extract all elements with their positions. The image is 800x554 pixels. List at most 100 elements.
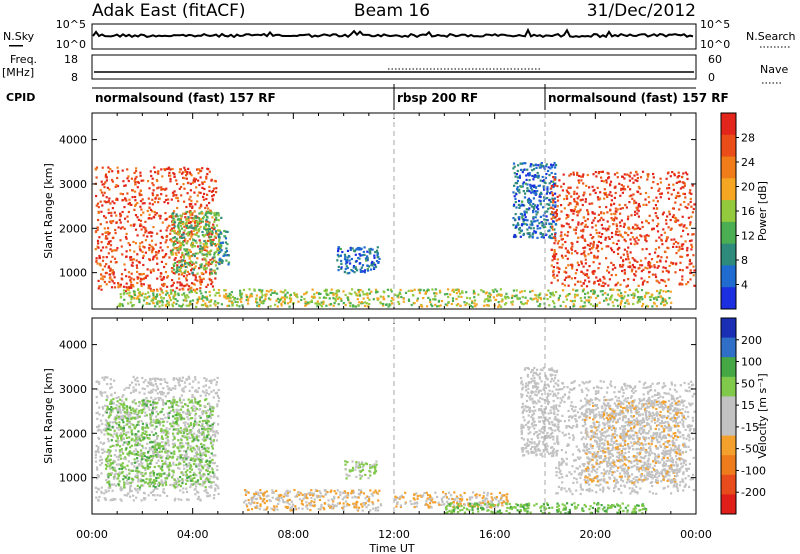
heatmap-cell: [546, 203, 549, 206]
heatmap-cell: [586, 210, 590, 213]
heatmap-cell: [685, 227, 688, 230]
heatmap-cell: [100, 394, 103, 397]
heatmap-cell: [573, 208, 576, 211]
heatmap-cell: [206, 220, 209, 223]
heatmap-cell: [654, 275, 658, 279]
heatmap-cell: [153, 200, 156, 204]
heatmap-cell: [113, 473, 116, 476]
heatmap-cell: [449, 293, 452, 296]
heatmap-cell: [604, 227, 607, 230]
heatmap-cell: [603, 197, 606, 200]
heatmap-cell: [177, 199, 180, 203]
heatmap-cell: [160, 429, 163, 432]
heatmap-cell: [194, 178, 197, 181]
heatmap-cell: [610, 204, 613, 207]
heatmap-cell: [102, 194, 105, 197]
heatmap-cell: [95, 176, 98, 179]
heatmap-cell: [658, 291, 661, 294]
heatmap-cell: [144, 228, 147, 231]
heatmap-cell: [141, 256, 145, 259]
heatmap-cell: [312, 296, 315, 299]
heatmap-cell: [134, 402, 137, 405]
heatmap-cell: [563, 278, 566, 281]
heatmap-cell: [678, 224, 681, 227]
heatmap-cell: [573, 296, 577, 299]
heatmap-cell: [176, 218, 179, 221]
heatmap-cell: [142, 272, 145, 276]
heatmap-cell: [182, 491, 185, 494]
heatmap-cell: [108, 188, 111, 191]
heatmap-cell: [138, 488, 141, 491]
heatmap-cell: [590, 290, 593, 293]
heatmap-cell: [583, 250, 586, 253]
heatmap-cell: [248, 295, 251, 298]
heatmap-cell: [185, 251, 189, 254]
heatmap-cell: [116, 185, 120, 188]
heatmap-cell: [100, 241, 103, 244]
heatmap-cell: [201, 253, 204, 256]
heatmap-cell: [659, 289, 662, 292]
heatmap-cell: [593, 216, 597, 220]
heatmap-cell: [205, 204, 208, 207]
heatmap-cell: [328, 303, 331, 306]
heatmap-cell: [539, 191, 543, 194]
heatmap-cell: [212, 189, 215, 193]
heatmap-cell: [376, 246, 379, 249]
heatmap-cell: [182, 212, 185, 215]
heatmap-cell: [574, 272, 577, 275]
heatmap-cell: [111, 489, 114, 492]
heatmap-cell: [195, 407, 198, 411]
heatmap-cell: [209, 412, 212, 415]
heatmap-cell: [112, 273, 115, 276]
heatmap-cell: [665, 219, 668, 222]
heatmap-cell: [623, 188, 627, 191]
heatmap-cell: [568, 293, 571, 296]
heatmap-cell: [146, 442, 149, 445]
heatmap-cell: [117, 396, 120, 399]
heatmap-cell: [198, 183, 201, 187]
heatmap-cell: [659, 295, 662, 298]
heatmap-cell: [194, 406, 197, 409]
heatmap-cell: [667, 226, 670, 229]
heatmap-cell: [166, 451, 169, 455]
heatmap-cell: [113, 420, 117, 424]
heatmap-cell: [98, 406, 101, 409]
heatmap-cell: [131, 261, 134, 264]
heatmap-cell: [154, 213, 157, 216]
heatmap-cell: [576, 197, 579, 200]
heatmap-cell: [569, 263, 572, 266]
heatmap-cell: [511, 303, 514, 306]
heatmap-cell: [159, 391, 162, 394]
heatmap-cell: [684, 205, 687, 209]
heatmap-cell: [173, 236, 176, 239]
heatmap-cell: [203, 180, 206, 183]
heatmap-cell: [156, 179, 159, 183]
heatmap-cell: [166, 392, 169, 395]
heatmap-cell: [657, 222, 660, 225]
heatmap-cell: [665, 290, 668, 293]
heatmap-cell: [205, 297, 208, 300]
heatmap-cell: [110, 220, 113, 223]
heatmap-cell: [116, 166, 119, 169]
heatmap-cell: [622, 185, 625, 188]
heatmap-cell: [375, 289, 378, 292]
heatmap-cell: [103, 275, 106, 278]
heatmap-cell: [152, 489, 155, 492]
heatmap-cell: [197, 387, 200, 390]
heatmap-cell: [564, 305, 567, 308]
heatmap-cell: [138, 273, 141, 276]
heatmap-cell: [669, 290, 672, 293]
heatmap-cell: [124, 476, 127, 479]
heatmap-cell: [546, 197, 549, 200]
heatmap-cell: [681, 244, 684, 247]
heatmap-cell: [555, 209, 558, 212]
heatmap-cell: [130, 264, 133, 267]
heatmap-cell: [176, 247, 179, 250]
heatmap-cell: [144, 227, 147, 230]
heatmap-cell: [375, 291, 378, 294]
heatmap-cell: [431, 305, 434, 308]
heatmap-cell: [211, 413, 214, 417]
station-title: Adak East (fitACF): [92, 1, 246, 21]
heatmap-cell: [178, 412, 181, 415]
